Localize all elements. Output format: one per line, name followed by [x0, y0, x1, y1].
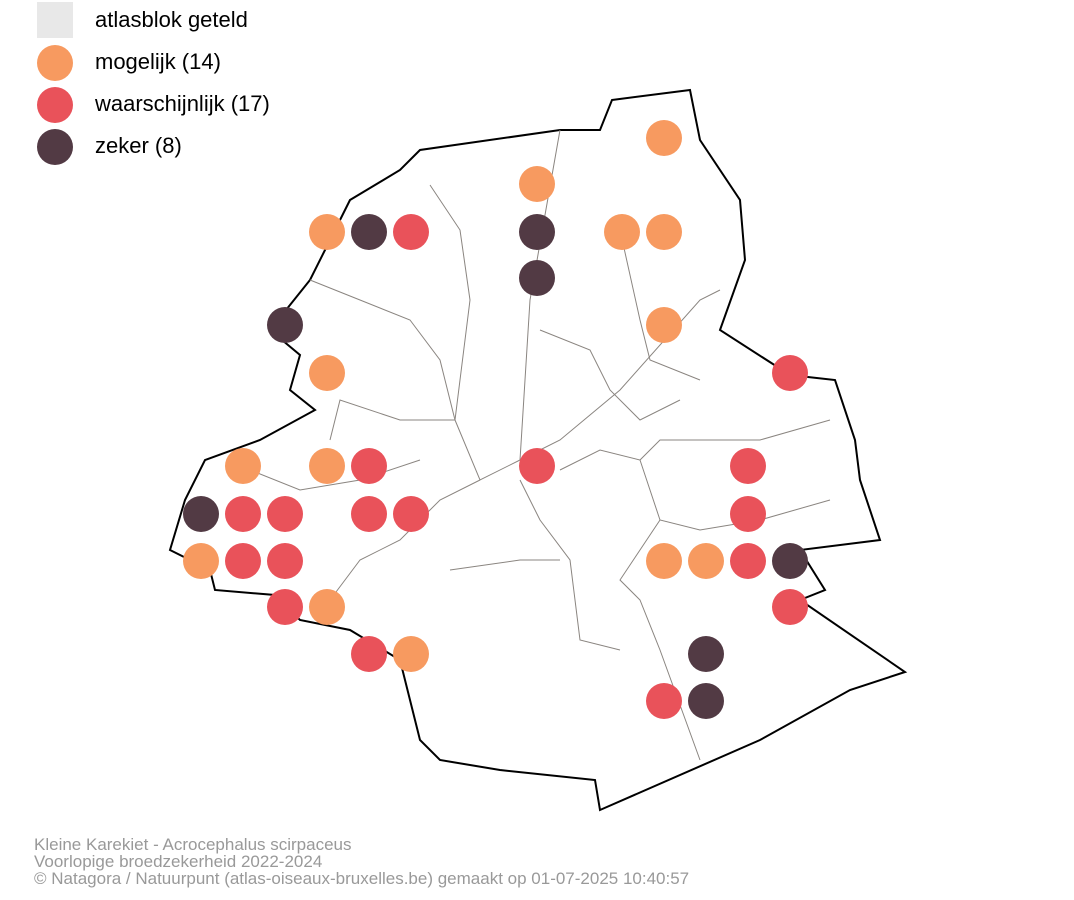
footer-line: © Natagora / Natuurpunt (atlas-oiseaux-b… — [34, 869, 689, 888]
observation-dot — [393, 496, 429, 532]
observation-dot — [646, 120, 682, 156]
observation-dot — [309, 355, 345, 391]
observation-dot — [772, 543, 808, 579]
observation-dot — [351, 636, 387, 672]
observation-dot — [730, 543, 766, 579]
observation-dot — [688, 636, 724, 672]
observation-dot — [646, 307, 682, 343]
observation-dot — [688, 543, 724, 579]
observation-dot — [309, 448, 345, 484]
observation-dot — [646, 683, 682, 719]
footer: Kleine Karekiet - Acrocephalus scirpaceu… — [34, 835, 689, 888]
observation-dot — [351, 448, 387, 484]
legend-label: mogelijk (14) — [95, 49, 221, 74]
observation-dot — [646, 543, 682, 579]
observation-dot — [730, 496, 766, 532]
observation-dots — [183, 120, 808, 719]
observation-dot — [225, 448, 261, 484]
observation-dot — [183, 496, 219, 532]
observation-dot — [267, 307, 303, 343]
observation-dot — [393, 214, 429, 250]
observation-dot — [604, 214, 640, 250]
footer-line: Voorlopige broedzekerheid 2022-2024 — [34, 852, 322, 871]
observation-dot — [646, 214, 682, 250]
legend-swatch — [37, 45, 73, 81]
observation-dot — [730, 448, 766, 484]
legend-swatch — [37, 2, 73, 38]
observation-dot — [519, 260, 555, 296]
observation-dot — [688, 683, 724, 719]
footer-line: Kleine Karekiet - Acrocephalus scirpaceu… — [34, 835, 352, 854]
observation-dot — [519, 448, 555, 484]
observation-dot — [519, 166, 555, 202]
legend: atlasblok geteld mogelijk (14) waarschijnl… — [37, 2, 270, 165]
observation-dot — [393, 636, 429, 672]
observation-dot — [519, 214, 555, 250]
legend-swatch — [37, 129, 73, 165]
observation-dot — [267, 543, 303, 579]
legend-label: waarschijnlijk (17) — [94, 91, 270, 116]
legend-label: atlasblok geteld — [95, 7, 248, 32]
observation-dot — [351, 214, 387, 250]
observation-dot — [309, 589, 345, 625]
observation-dot — [772, 589, 808, 625]
legend-swatch — [37, 87, 73, 123]
observation-dot — [267, 496, 303, 532]
observation-dot — [183, 543, 219, 579]
observation-dot — [309, 214, 345, 250]
observation-dot — [225, 543, 261, 579]
observation-dot — [772, 355, 808, 391]
observation-dot — [267, 589, 303, 625]
observation-dot — [351, 496, 387, 532]
legend-label: zeker (8) — [95, 133, 182, 158]
observation-dot — [225, 496, 261, 532]
